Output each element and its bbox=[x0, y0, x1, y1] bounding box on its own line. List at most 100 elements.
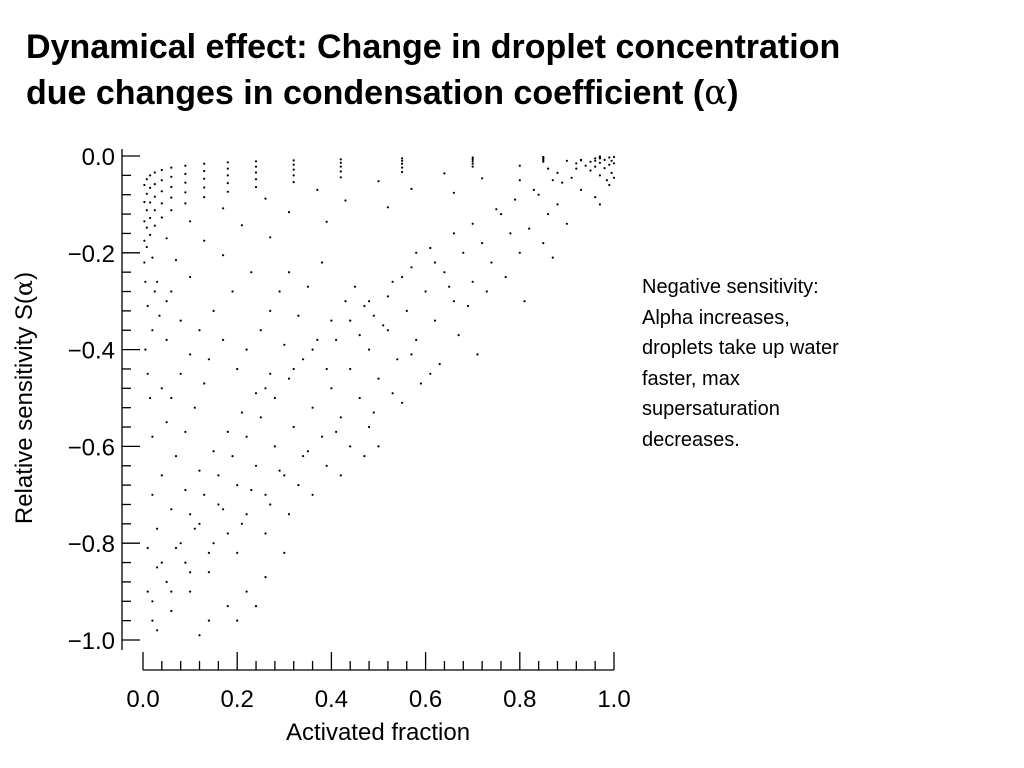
data-point bbox=[193, 527, 196, 530]
data-point bbox=[156, 566, 159, 569]
data-point bbox=[410, 187, 413, 190]
data-point bbox=[518, 164, 521, 167]
data-point bbox=[565, 159, 569, 162]
data-point bbox=[297, 314, 300, 317]
data-point bbox=[193, 406, 196, 409]
data-point bbox=[401, 162, 404, 165]
data-point bbox=[149, 201, 152, 204]
data-point bbox=[424, 290, 427, 293]
data-point bbox=[523, 300, 526, 303]
data-point bbox=[212, 542, 215, 545]
data-point bbox=[561, 181, 564, 184]
data-point bbox=[254, 171, 258, 174]
data-point bbox=[236, 619, 239, 622]
data-point bbox=[485, 290, 488, 293]
data-point bbox=[287, 211, 291, 214]
data-point bbox=[518, 179, 521, 182]
data-point bbox=[179, 372, 182, 375]
data-point bbox=[452, 300, 455, 303]
data-point bbox=[292, 367, 295, 371]
data-point bbox=[598, 157, 602, 160]
data-point bbox=[292, 425, 295, 429]
data-point bbox=[377, 180, 380, 183]
data-point bbox=[165, 421, 168, 424]
data-point bbox=[283, 343, 286, 346]
data-point bbox=[429, 372, 432, 375]
chart-tick-labels: 0.0 −0.2 −0.4 −0.6 −0.8 −1.0 0.0 0.2 0.4 0.6 0.8 1.… bbox=[68, 144, 631, 713]
data-point bbox=[231, 455, 234, 458]
data-point bbox=[401, 275, 404, 279]
data-point bbox=[189, 590, 192, 593]
data-point bbox=[433, 261, 437, 264]
data-point bbox=[353, 285, 357, 288]
data-point bbox=[372, 411, 375, 414]
data-point bbox=[170, 609, 173, 613]
y-tick-label: −1.0 bbox=[68, 628, 115, 655]
data-point bbox=[594, 165, 597, 168]
data-point bbox=[143, 261, 146, 264]
data-point bbox=[391, 280, 394, 283]
data-point bbox=[537, 193, 540, 196]
data-point bbox=[254, 178, 258, 181]
data-point bbox=[151, 493, 154, 496]
data-point bbox=[372, 314, 375, 317]
data-point bbox=[410, 266, 413, 269]
data-point bbox=[608, 183, 611, 187]
data-point bbox=[203, 186, 206, 189]
data-point bbox=[471, 222, 474, 225]
data-point bbox=[146, 372, 149, 375]
data-point bbox=[184, 430, 187, 433]
data-point bbox=[448, 285, 451, 288]
data-point bbox=[254, 392, 258, 395]
data-point bbox=[264, 532, 267, 535]
data-point bbox=[547, 213, 550, 216]
note-line: faster, max bbox=[642, 367, 740, 390]
data-point bbox=[495, 208, 498, 211]
data-point bbox=[401, 166, 404, 169]
data-point bbox=[226, 430, 229, 433]
data-point bbox=[462, 251, 465, 254]
data-point bbox=[153, 195, 156, 198]
data-point bbox=[174, 259, 178, 262]
data-point bbox=[306, 285, 309, 288]
slide-title: Dynamical effect: Change in droplet conc… bbox=[26, 24, 1006, 116]
annotation-note: Negative sensitivity: Alpha increases, d… bbox=[642, 272, 942, 455]
data-point bbox=[217, 503, 220, 506]
data-point bbox=[145, 178, 148, 181]
data-point bbox=[153, 209, 156, 212]
data-point bbox=[158, 314, 161, 317]
data-point bbox=[254, 165, 258, 168]
data-point bbox=[490, 261, 493, 264]
y-axis-alpha-symbol: α bbox=[10, 280, 38, 296]
data-point bbox=[160, 387, 163, 390]
data-point bbox=[509, 232, 512, 235]
data-point bbox=[499, 213, 503, 216]
y-tick-label: −0.6 bbox=[68, 434, 115, 461]
data-point bbox=[471, 158, 474, 161]
data-point bbox=[589, 160, 592, 163]
data-point bbox=[184, 191, 187, 194]
data-point bbox=[203, 493, 206, 496]
note-line: Alpha increases, bbox=[642, 306, 790, 329]
x-tick-label: 0.0 bbox=[126, 686, 159, 713]
data-point bbox=[240, 411, 243, 414]
data-point bbox=[410, 353, 413, 356]
data-point bbox=[250, 271, 253, 274]
chart-axes bbox=[121, 149, 615, 671]
x-tick-label: 1.0 bbox=[597, 686, 630, 713]
data-point bbox=[145, 192, 148, 195]
data-point bbox=[589, 169, 592, 172]
data-point bbox=[368, 348, 371, 351]
data-point bbox=[386, 295, 389, 298]
data-point bbox=[240, 522, 243, 525]
y-tick-label: −0.4 bbox=[68, 338, 115, 365]
slide-title-close-paren: ) bbox=[727, 74, 739, 112]
data-point bbox=[160, 474, 163, 477]
alpha-symbol: α bbox=[704, 73, 728, 113]
data-point bbox=[594, 157, 597, 160]
data-point bbox=[151, 329, 154, 332]
data-point bbox=[481, 177, 484, 180]
y-tick-label: −0.8 bbox=[68, 531, 115, 558]
data-point bbox=[471, 280, 474, 283]
data-point bbox=[160, 179, 163, 182]
